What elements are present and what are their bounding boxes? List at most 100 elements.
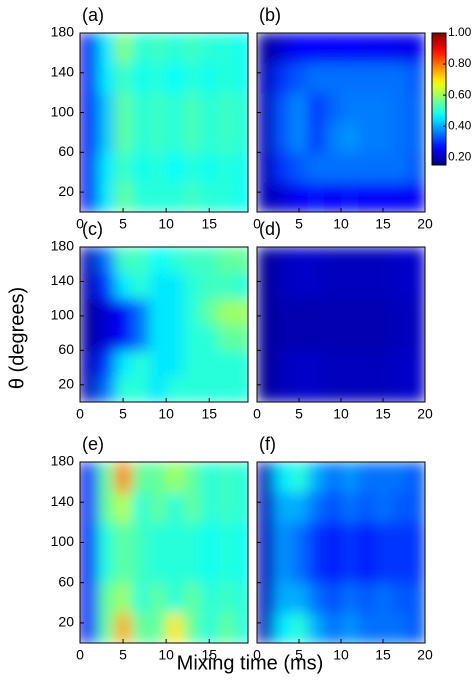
heat-cell [341,462,359,493]
heat-cell [80,612,98,643]
heat-cell [357,298,376,325]
x-tick-label: 5 [119,216,127,232]
heat-cell [273,122,292,153]
heat-cell [97,182,115,212]
heat-cell [273,272,292,300]
heat-cell [341,552,359,584]
heat-cell [357,247,376,274]
heat-cell [257,612,275,643]
panel-label: (a) [82,5,104,25]
heat-cell [273,92,292,123]
heat-cell [148,350,167,377]
heat-cell [391,182,409,212]
heat-cell [391,612,409,643]
x-tick-label: 20 [417,216,433,232]
heat-cell [290,272,308,300]
panel-label: (e) [82,434,104,454]
x-tick-label: 15 [375,647,391,663]
heat-cell [235,552,248,584]
heat-cell [257,462,275,493]
heat-cell [408,33,425,64]
heat-cell [341,33,359,64]
plot-area [257,33,425,212]
y-tick-label: 20 [58,614,74,630]
heat-cell [307,247,325,274]
x-tick-label: 5 [295,647,303,663]
heat-cell [131,582,150,614]
heat-cell [131,33,150,64]
heat-cell [307,62,325,94]
heat-cell [374,152,392,183]
heat-cell [408,152,425,183]
heat-cell [183,552,202,584]
heat-cell [408,324,425,351]
heat-cell [166,582,184,614]
y-tick-label: 140 [51,63,75,79]
y-tick-label: 100 [51,533,75,549]
heat-cell [273,612,292,643]
heat-cell [324,492,342,523]
heat-cell [290,522,308,553]
heat-cell [217,272,236,300]
y-tick-label: 60 [58,573,74,589]
heat-cell [235,612,248,643]
heat-cell [408,182,425,212]
heat-cell [200,62,219,94]
heat-cell [166,122,184,153]
heat-cell [324,462,342,493]
heat-cell [217,492,236,523]
heat-cell [131,182,150,212]
heat-cell [235,272,248,300]
heat-cell [408,247,425,274]
colorbar-tick-label: 0.80 [448,56,472,70]
heat-cell [114,462,133,493]
heat-cell [391,92,409,123]
heat-cell [341,492,359,523]
heat-cell [97,62,115,94]
heat-cell [357,612,376,643]
heat-cell [148,298,167,325]
heat-cell [290,92,308,123]
heat-cell [97,298,115,325]
heat-cell [183,247,202,274]
heat-cell [307,33,325,64]
heat-cell [114,272,133,300]
heat-cell [217,182,236,212]
y-tick-label: 180 [51,238,75,254]
heat-cell [217,552,236,584]
heat-cell [273,152,292,183]
heat-cell [374,612,392,643]
heat-cell [97,492,115,523]
heat-cell [148,582,167,614]
heat-cell [408,552,425,584]
heat-cell [131,122,150,153]
heat-cell [408,122,425,153]
x-tick-label: 0 [253,216,261,232]
heat-cell [166,62,184,94]
heat-cell [80,272,98,300]
heat-cell [341,247,359,274]
heat-cell [257,376,275,402]
y-tick-label: 100 [51,103,75,119]
heat-cell [290,612,308,643]
heat-cell [391,376,409,402]
heat-cell [391,492,409,523]
heat-cell [408,522,425,553]
heat-cell [80,247,98,274]
heat-cell [408,62,425,94]
heat-cell [200,182,219,212]
heat-cell [235,462,248,493]
heat-cell [97,122,115,153]
heat-cell [148,92,167,123]
heat-cell [324,122,342,153]
heat-cell [148,376,167,402]
heat-cell [97,247,115,274]
x-tick-label: 15 [201,647,217,663]
heat-cell [114,247,133,274]
heat-cell [217,350,236,377]
heat-cell [131,492,150,523]
heat-cell [307,492,325,523]
heat-cell [80,152,98,183]
heat-cell [391,33,409,64]
heat-cell [408,462,425,493]
